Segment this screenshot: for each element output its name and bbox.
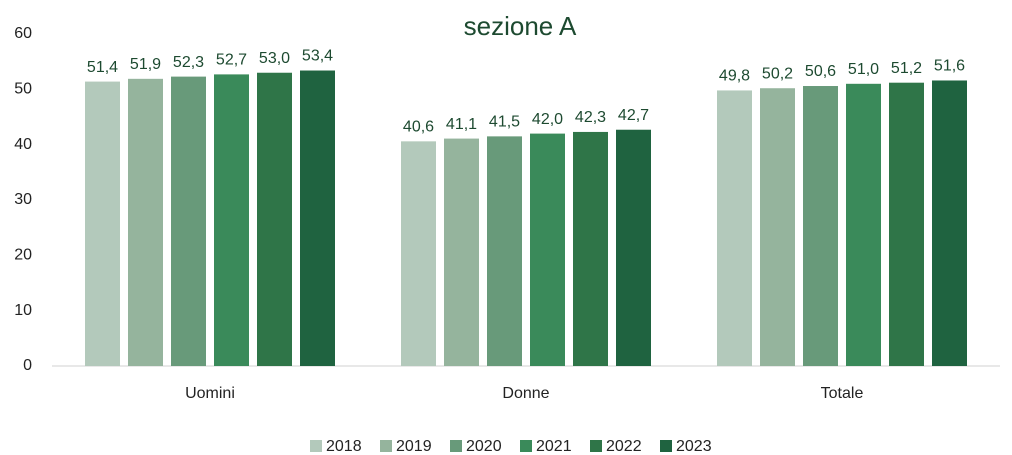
legend-label: 2018 [326,438,362,455]
value-label: 51,4 [87,59,118,76]
bar [85,81,120,366]
bar [846,83,881,367]
value-label: 51,6 [934,58,965,75]
bar [616,129,651,366]
x-tick-label: Uomini [185,385,235,402]
legend-label: 2022 [606,438,642,455]
y-tick-label: 40 [14,136,32,153]
bar [487,136,522,366]
value-label: 42,7 [618,107,649,124]
value-label: 52,7 [216,52,247,69]
bar [128,78,163,366]
bar [401,141,436,366]
y-tick-label: 60 [14,25,32,42]
value-label: 42,0 [532,111,563,128]
value-label: 42,3 [575,109,606,126]
value-label: 51,9 [130,56,161,73]
legend-label: 2021 [536,438,572,455]
chart-title: sezione A [464,11,577,41]
y-tick-label: 50 [14,81,32,98]
bar [530,133,565,366]
legend-swatch [660,440,672,452]
y-tick-label: 0 [23,357,32,374]
bar [257,72,292,366]
value-label: 49,8 [719,68,750,85]
legend-label: 2023 [676,438,712,455]
bar [932,80,967,366]
value-label: 41,5 [489,114,520,131]
bar [889,82,924,367]
bar [573,131,608,366]
y-tick-label: 10 [14,302,32,319]
legend-label: 2019 [396,438,432,455]
x-tick-label: Donne [502,385,549,402]
value-label: 51,2 [891,60,922,77]
value-label: 53,4 [302,48,333,65]
value-label: 50,2 [762,65,793,82]
bar [214,74,249,366]
bar [444,138,479,366]
legend-swatch [450,440,462,452]
value-label: 52,3 [173,54,204,71]
bar [300,70,335,367]
value-label: 51,0 [848,61,879,78]
y-tick-label: 20 [14,247,32,264]
legend-label: 2020 [466,438,502,455]
value-label: 53,0 [259,50,290,67]
x-tick-label: Totale [821,385,864,402]
legend-swatch [380,440,392,452]
bar [760,88,795,366]
legend-swatch [310,440,322,452]
bar [171,76,206,367]
y-tick-label: 30 [14,191,32,208]
legend-swatch [520,440,532,452]
legend-swatch [590,440,602,452]
value-label: 40,6 [403,119,434,136]
bar [803,86,838,366]
value-label: 50,6 [805,63,836,80]
bar [717,90,752,366]
value-label: 41,1 [446,116,477,133]
